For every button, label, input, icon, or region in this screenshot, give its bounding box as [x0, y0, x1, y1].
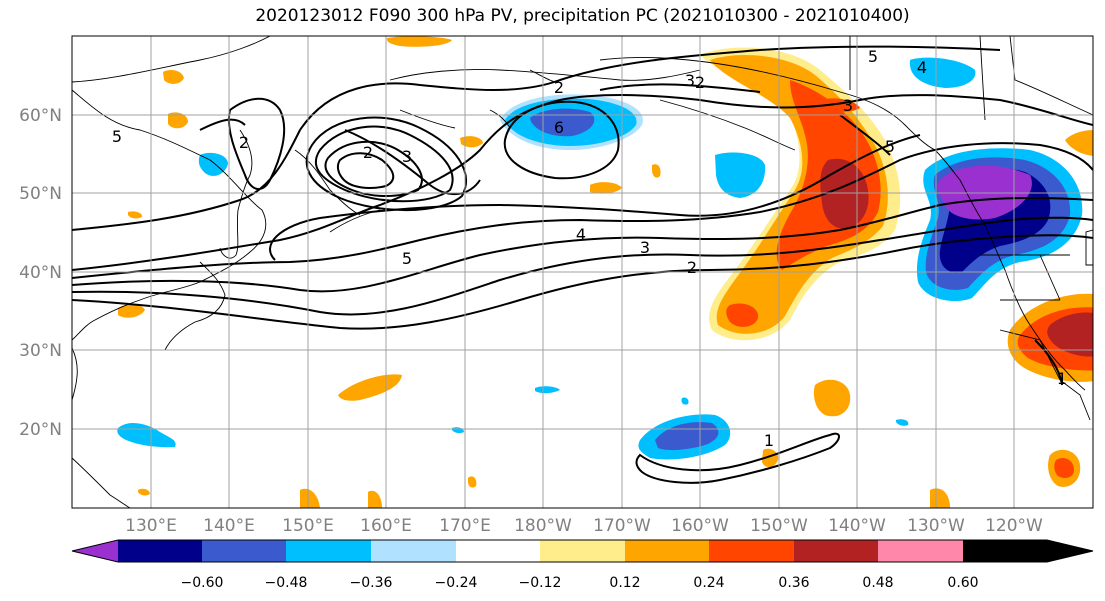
- lon-label: 120°W: [985, 516, 1043, 536]
- lat-label: 60°N: [19, 106, 62, 126]
- colorbar-segment: [625, 540, 709, 562]
- contour-label: 4: [576, 225, 586, 244]
- lon-label: 150°E: [282, 516, 334, 536]
- colorbar-tick-label: 0.36: [778, 575, 809, 591]
- colorbar-extend-high: [963, 540, 1093, 562]
- contour-label: 2: [363, 143, 373, 162]
- lon-label: 130°E: [125, 516, 177, 536]
- negative-precip-areas: [117, 57, 1083, 460]
- contour-label: 2: [239, 133, 249, 152]
- colorbar: [71, 539, 1094, 563]
- colorbar-tick-label: −0.12: [519, 575, 562, 591]
- lat-label: 30°N: [19, 341, 62, 361]
- lon-label: 180°W: [514, 516, 572, 536]
- lon-label: 140°W: [828, 516, 886, 536]
- colorbar-segment: [202, 540, 286, 562]
- lon-label: 130°W: [907, 516, 965, 536]
- contour-label: 5: [112, 127, 122, 146]
- colorbar-segment: [286, 540, 371, 562]
- colorbar-segment: [794, 540, 878, 562]
- lon-label: 170°E: [439, 516, 491, 536]
- colorbar-tick-label: 0.48: [862, 575, 893, 591]
- lon-label: 170°W: [593, 516, 651, 536]
- colorbar-segment: [709, 540, 794, 562]
- colorbar-tick-label: −0.60: [181, 575, 224, 591]
- colorbar-extend-low: [72, 540, 118, 562]
- contour-label: 3: [843, 96, 853, 115]
- contour-label: 2: [687, 258, 697, 277]
- graticule: [72, 36, 1093, 508]
- contour-label: 5: [868, 47, 878, 66]
- contour-label: 1: [1057, 369, 1067, 388]
- contour-label: 2: [554, 78, 564, 97]
- colorbar-segment: [456, 540, 540, 562]
- lon-label: 160°W: [671, 516, 729, 536]
- colorbar-tick-label: −0.48: [265, 575, 308, 591]
- colorbar-segment: [540, 540, 625, 562]
- lon-label: 140°E: [203, 516, 255, 536]
- colorbar-segment: [371, 540, 456, 562]
- contour-label: 5: [885, 137, 895, 156]
- lon-label: 160°E: [360, 516, 412, 536]
- contour-label: 6: [554, 118, 564, 137]
- colorbar-segment: [878, 540, 963, 562]
- colorbar-outline: [71, 539, 1094, 563]
- lat-label: 40°N: [19, 263, 62, 283]
- colorbar-tick-label: 0.60: [947, 575, 978, 591]
- contour-label: 5: [402, 249, 412, 268]
- lat-label: 20°N: [19, 420, 62, 440]
- map-frame: [71, 35, 1094, 509]
- contour-label: 3: [685, 71, 695, 90]
- contour-label: 1: [764, 431, 774, 450]
- lon-label: 150°W: [750, 516, 808, 536]
- colorbar-tick-label: 0.12: [609, 575, 640, 591]
- map-title: 2020123012 F090 300 hPa PV, precipitatio…: [255, 6, 910, 26]
- contour-label: 2: [695, 73, 705, 92]
- colorbar-segment: [118, 540, 202, 562]
- positive-precip-areas: [118, 36, 1093, 508]
- colorbar-tick-label: 0.24: [693, 575, 724, 591]
- lat-label: 50°N: [19, 184, 62, 204]
- coastlines: [72, 36, 1093, 508]
- colorbar-tick-label: −0.24: [435, 575, 478, 591]
- colorbar-tick-label: −0.36: [350, 575, 393, 591]
- contour-label: 4: [917, 58, 927, 77]
- contour-label: 3: [640, 238, 650, 257]
- contour-label: 3: [402, 147, 412, 166]
